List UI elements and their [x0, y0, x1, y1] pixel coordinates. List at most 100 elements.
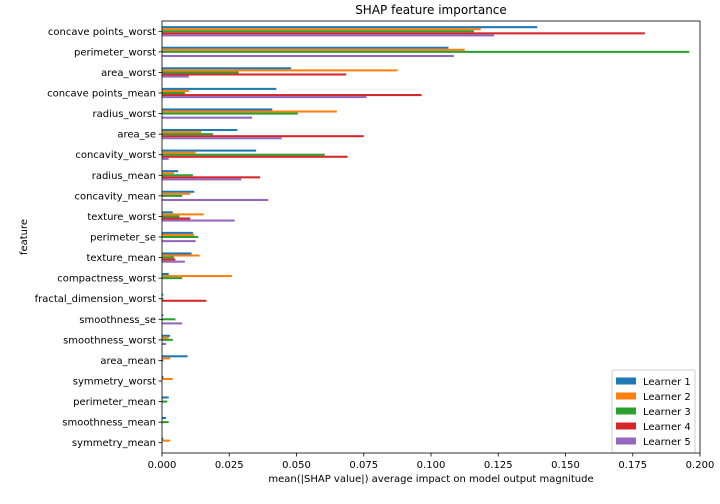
bar-smoothness-se-learner-1 [162, 314, 164, 317]
bar-perimeter-worst-learner-5 [162, 54, 454, 57]
bar-smoothness-worst-learner-2 [162, 336, 169, 339]
plot-frame [161, 20, 701, 454]
bar-area-mean-learner-3 [162, 359, 164, 362]
bar-perimeter-worst-learner-3 [162, 50, 690, 53]
legend-label: Learner 4 [643, 422, 691, 433]
bar-perimeter-worst-learner-2 [162, 48, 465, 51]
y-tick-label: area_se [117, 130, 156, 141]
bar-area-worst-learner-4 [162, 73, 347, 76]
legend-label: Learner 3 [643, 407, 691, 418]
bar-perimeter-se-learner-2 [162, 233, 195, 236]
bar-smoothness-worst-learner-3 [162, 338, 173, 341]
bar-radius-mean-learner-5 [162, 178, 242, 181]
bar-symmetry-mean-learner-1 [162, 437, 164, 440]
bar-area-se-learner-2 [162, 131, 202, 134]
bar-area-mean-learner-1 [162, 355, 188, 358]
legend-label: Learner 5 [643, 437, 691, 448]
legend-swatch [616, 392, 636, 400]
bar-texture-mean-learner-3 [162, 256, 175, 259]
bar-perimeter-se-learner-5 [162, 240, 196, 243]
bar-concave-points-worst-learner-1 [162, 26, 538, 29]
x-tick-label: 0.100 [417, 460, 446, 471]
bar-area-mean-learner-2 [162, 357, 171, 360]
bar-concave-points-mean-learner-5 [162, 96, 367, 99]
bars-group [162, 26, 690, 442]
legend-label: Learner 2 [643, 392, 691, 403]
bar-area-worst-learner-5 [162, 75, 189, 78]
bar-symmetry-worst-learner-2 [162, 377, 173, 380]
bar-radius-worst-learner-3 [162, 112, 298, 115]
legend-swatch [616, 437, 636, 445]
bar-perimeter-worst-learner-1 [162, 46, 449, 49]
bar-fractal-dimension-worst-learner-4 [162, 299, 207, 302]
y-tick-label: fractal_dimension_worst [35, 294, 157, 305]
x-tick-label: 0.075 [349, 460, 378, 471]
y-tick-label: texture_worst [87, 212, 156, 223]
bar-texture-mean-learner-2 [162, 254, 200, 257]
x-tick-label: 0.200 [686, 460, 715, 471]
bar-concavity-mean-learner-2 [162, 192, 191, 195]
bar-compactness-worst-learner-2 [162, 275, 232, 278]
bar-smoothness-worst-learner-1 [162, 334, 171, 337]
y-tick-label: smoothness_se [79, 315, 156, 326]
y-tick-label: compactness_worst [57, 274, 156, 285]
bar-smoothness-mean-learner-3 [162, 421, 169, 424]
legend-swatch [616, 407, 636, 415]
bar-concavity-mean-learner-1 [162, 190, 195, 193]
y-tick-label: radius_worst [93, 109, 157, 120]
y-tick-label: area_mean [100, 356, 156, 367]
bar-smoothness-worst-learner-5 [162, 342, 167, 345]
bar-concavity-worst-learner-1 [162, 149, 257, 152]
bar-area-worst-learner-1 [162, 67, 292, 70]
y-tick-label: perimeter_worst [74, 47, 156, 58]
x-tick-label: 0.000 [148, 460, 177, 471]
bar-concave-points-mean-learner-1 [162, 87, 277, 90]
bar-perimeter-mean-learner-1 [162, 396, 169, 399]
bar-concavity-worst-learner-2 [162, 151, 196, 154]
bar-compactness-worst-learner-1 [162, 273, 169, 276]
bar-smoothness-mean-learner-1 [162, 417, 167, 420]
bar-fractal-dimension-worst-learner-3 [162, 297, 164, 300]
bar-fractal-dimension-worst-learner-1 [162, 293, 164, 296]
y-tick-label: perimeter_se [90, 233, 156, 244]
chart-title: SHAP feature importance [355, 3, 507, 17]
x-tick-label: 0.150 [551, 460, 580, 471]
plot-background [162, 21, 700, 453]
y-tick-label: symmetry_worst [73, 377, 156, 388]
bar-area-worst-learner-2 [162, 69, 398, 72]
bar-concave-points-worst-learner-5 [162, 34, 495, 37]
bar-concavity-worst-learner-3 [162, 153, 325, 156]
bar-smoothness-se-learner-3 [162, 318, 176, 321]
bar-area-se-learner-1 [162, 129, 238, 132]
bar-concave-points-worst-learner-4 [162, 32, 645, 35]
x-tick-label: 0.125 [484, 460, 513, 471]
bar-concave-points-mean-learner-3 [162, 91, 185, 95]
plot-area [162, 21, 700, 453]
bar-concave-points-worst-learner-3 [162, 30, 475, 33]
x-tick-label: 0.175 [618, 460, 647, 471]
bar-perimeter-se-learner-3 [162, 235, 199, 239]
bar-perimeter-mean-learner-3 [162, 400, 168, 403]
bar-area-se-learner-5 [162, 137, 282, 140]
bar-texture-worst-learner-1 [162, 211, 173, 214]
y-axis-label: feature [19, 219, 30, 255]
x-axis-ticks: 0.000 0.025 0.050 0.075 0.100 0.125 0.150 0.175… [148, 453, 715, 471]
bar-texture-worst-learner-3 [162, 215, 180, 218]
bar-texture-mean-learner-1 [162, 252, 192, 255]
legend: Learner 1 Learner 2 Learner 3 Learner 4 Lear… [611, 369, 696, 454]
bar-concave-points-mean-learner-4 [162, 94, 422, 97]
bar-texture-worst-learner-4 [162, 217, 191, 220]
bar-concavity-mean-learner-3 [162, 194, 183, 197]
bar-radius-worst-learner-1 [162, 108, 273, 111]
y-tick-label: concave points_mean [47, 89, 156, 100]
y-tick-label: texture_mean [87, 253, 156, 264]
y-tick-label: smoothness_mean [62, 418, 156, 429]
bar-radius-worst-learner-2 [162, 110, 337, 113]
legend-swatch [616, 377, 636, 385]
y-tick-label: concavity_worst [75, 150, 156, 161]
y-tick-label: smoothness_worst [63, 335, 156, 346]
bar-texture-mean-learner-4 [162, 258, 176, 261]
y-tick-label: concavity_mean [75, 191, 156, 202]
bar-concavity-worst-learner-5 [162, 157, 169, 160]
